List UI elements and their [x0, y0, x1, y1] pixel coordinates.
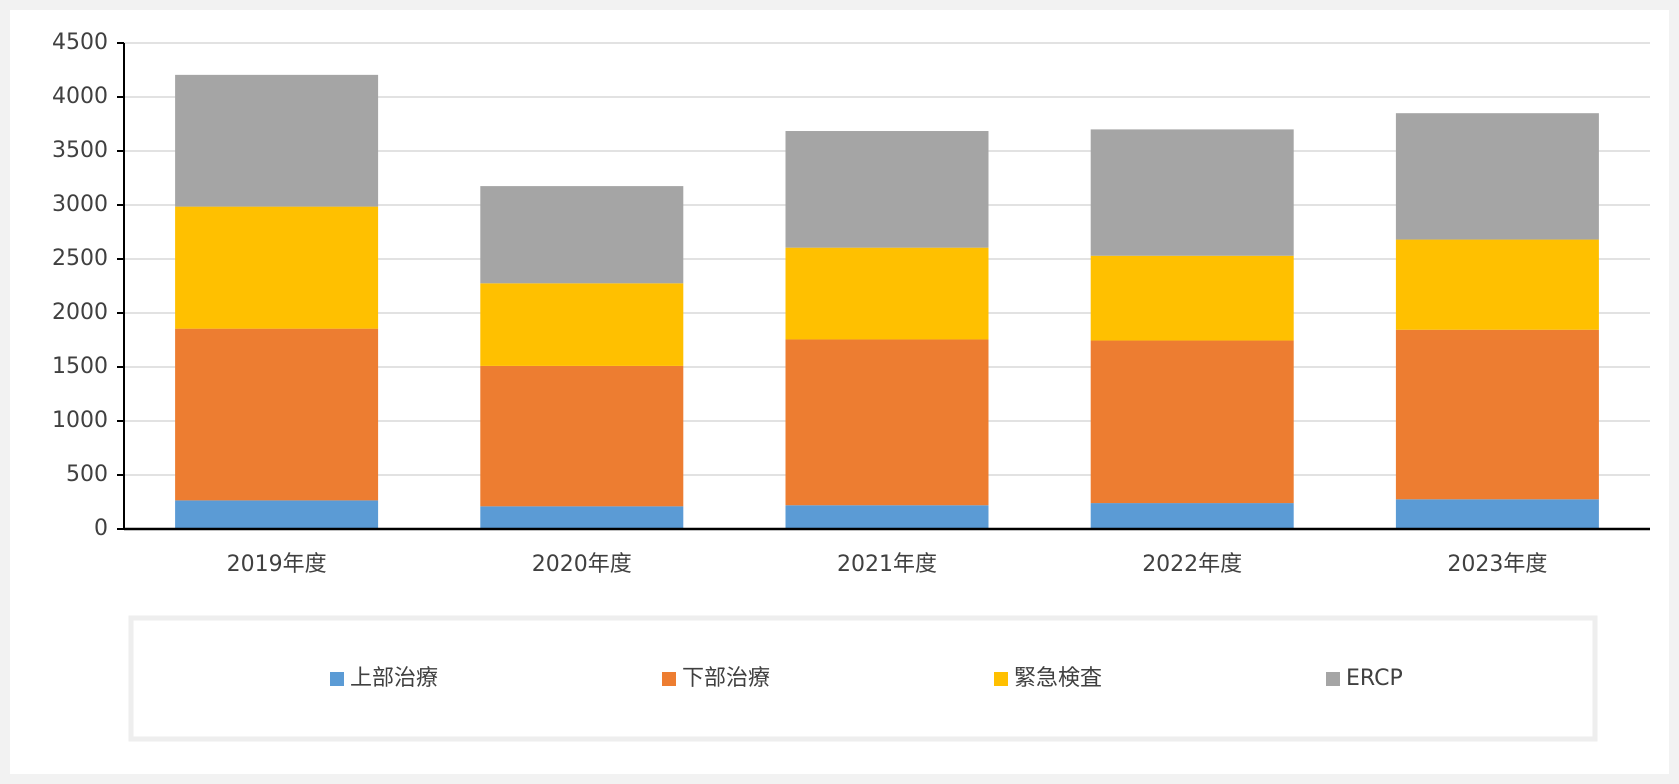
y-tick-label: 500	[66, 462, 108, 487]
y-tick-label: 3500	[52, 138, 108, 163]
bar-segment	[480, 283, 684, 366]
bar-segment	[1395, 329, 1599, 500]
bar-segment	[785, 339, 989, 506]
bar-segment	[1090, 255, 1294, 341]
y-tick-label: 2000	[52, 300, 108, 325]
legend-label: ERCP	[1346, 666, 1403, 691]
y-tick-label: 0	[94, 516, 108, 541]
bar-segment	[1395, 239, 1599, 330]
legend-swatch	[662, 672, 676, 686]
bar-segment	[175, 206, 379, 329]
legend-label: 下部治療	[682, 666, 770, 691]
bar-segment	[1090, 340, 1294, 504]
y-tick-label: 1000	[52, 408, 108, 433]
x-tick-label: 2020年度	[532, 552, 632, 577]
x-tick-label: 2023年度	[1447, 552, 1547, 577]
legend-label: 緊急検査	[1014, 666, 1102, 691]
y-tick-label: 4500	[52, 30, 108, 55]
bar-segment	[1395, 499, 1599, 529]
bar-segment	[1090, 503, 1294, 529]
bar-segment	[480, 365, 684, 507]
y-tick-label: 4000	[52, 84, 108, 109]
bar-segment	[175, 74, 379, 207]
bar-segment	[1395, 113, 1599, 240]
bar-segment	[175, 500, 379, 529]
legend-box	[128, 615, 1598, 742]
bar-segment	[480, 506, 684, 529]
y-tick-label: 1500	[52, 354, 108, 379]
y-tick-label: 2500	[52, 246, 108, 271]
bar-segment	[1090, 129, 1294, 256]
legend-label: 上部治療	[350, 666, 438, 691]
x-tick-label: 2019年度	[227, 552, 327, 577]
bar-segment	[785, 247, 989, 340]
y-tick-label: 3000	[52, 192, 108, 217]
legend-swatch	[1326, 672, 1340, 686]
x-tick-label: 2022年度	[1142, 552, 1242, 577]
legend-swatch	[330, 672, 344, 686]
bar-segment	[175, 328, 379, 501]
bar-segment	[785, 131, 989, 248]
x-tick-label: 2021年度	[837, 552, 937, 577]
bar-segment	[785, 505, 989, 529]
bar-segment	[480, 186, 684, 284]
legend-swatch	[994, 672, 1008, 686]
